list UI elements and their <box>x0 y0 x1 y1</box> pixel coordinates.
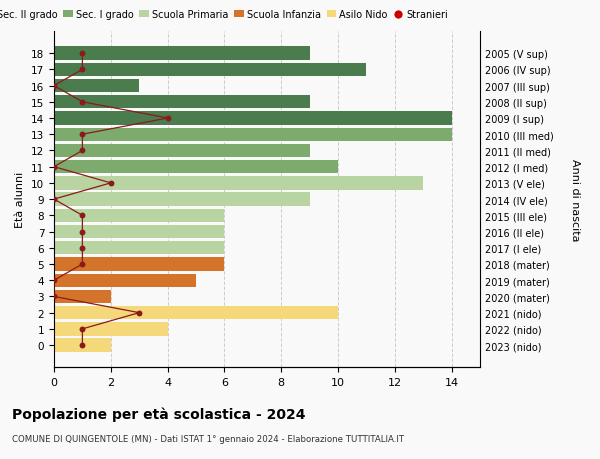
Point <box>77 147 87 155</box>
Bar <box>54 339 111 352</box>
Bar <box>54 241 224 255</box>
Bar <box>54 112 452 125</box>
Point <box>77 341 87 349</box>
Bar <box>54 306 338 319</box>
Y-axis label: Età alunni: Età alunni <box>16 172 25 228</box>
Y-axis label: Anni di nascita: Anni di nascita <box>570 158 580 241</box>
Point <box>77 261 87 268</box>
Point <box>77 99 87 106</box>
Legend: Sec. II grado, Sec. I grado, Scuola Primaria, Scuola Infanzia, Asilo Nido, Stran: Sec. II grado, Sec. I grado, Scuola Prim… <box>0 6 452 24</box>
Bar <box>54 323 167 336</box>
Point <box>49 196 59 203</box>
Point <box>49 83 59 90</box>
Bar <box>54 209 224 223</box>
Text: COMUNE DI QUINGENTOLE (MN) - Dati ISTAT 1° gennaio 2024 - Elaborazione TUTTITALI: COMUNE DI QUINGENTOLE (MN) - Dati ISTAT … <box>12 434 404 443</box>
Bar <box>54 47 310 61</box>
Bar <box>54 161 338 174</box>
Point <box>106 180 116 187</box>
Bar <box>54 80 139 93</box>
Point <box>77 50 87 58</box>
Point <box>77 245 87 252</box>
Point <box>77 325 87 333</box>
Point <box>163 115 172 123</box>
Point <box>49 163 59 171</box>
Bar <box>54 193 310 206</box>
Bar <box>54 96 310 109</box>
Point <box>77 67 87 74</box>
Bar <box>54 145 310 158</box>
Point <box>77 212 87 219</box>
Point <box>134 309 144 317</box>
Point <box>49 277 59 284</box>
Point <box>49 293 59 301</box>
Bar <box>54 225 224 239</box>
Text: Popolazione per età scolastica - 2024: Popolazione per età scolastica - 2024 <box>12 406 305 421</box>
Bar <box>54 128 452 141</box>
Point <box>77 229 87 236</box>
Bar <box>54 177 423 190</box>
Point <box>77 131 87 139</box>
Bar <box>54 274 196 287</box>
Bar <box>54 258 224 271</box>
Bar <box>54 290 111 303</box>
Bar <box>54 63 367 77</box>
